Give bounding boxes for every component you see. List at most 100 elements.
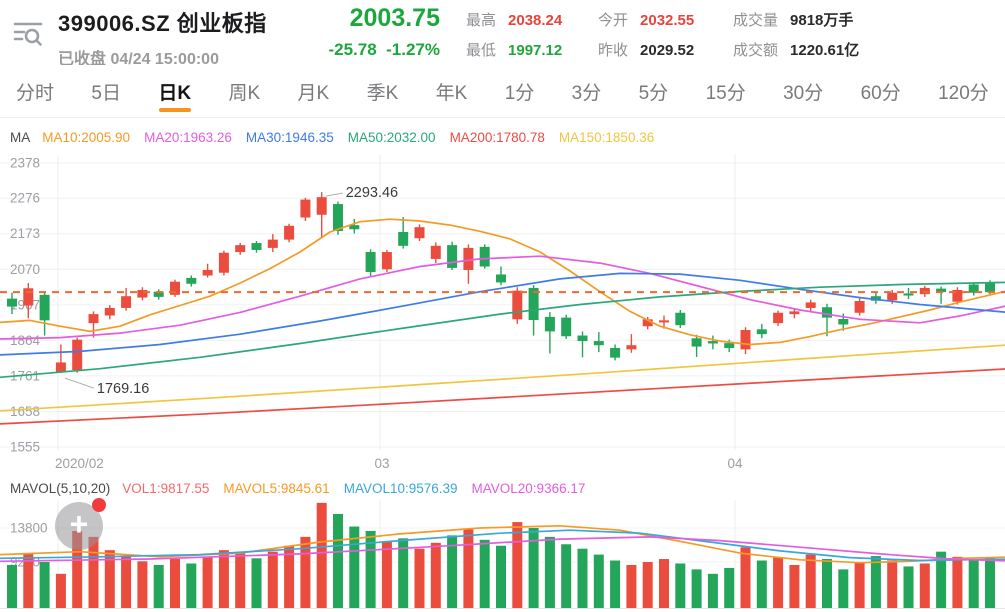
candle-body [903,293,914,296]
volume-bar [284,545,295,608]
volume-bar [642,562,653,608]
volume-bar [414,548,425,608]
stats-grid: 最高 2038.24 今开 2032.55 成交量 9818万手 最低 1997.12 昨收 20… [466,9,859,60]
volume-bar [528,528,539,608]
tab-30分[interactable]: 30分 [783,65,823,117]
legend-item: VOL1:9817.55 [122,481,210,496]
mavol-line-MAVOL10 [0,529,1005,562]
tab-label: 5日 [91,82,121,104]
candle-body [789,311,800,315]
ma-line-MA50 [0,281,1005,379]
candle-body [381,252,392,270]
tab-5分[interactable]: 5分 [639,65,669,117]
tab-5日[interactable]: 5日 [91,65,121,117]
volume-bar [170,559,180,608]
volume-bar [756,560,767,608]
volume-bar [724,567,735,608]
tab-3分[interactable]: 3分 [572,65,602,117]
legend-item: MA200:1780.78 [449,130,545,145]
volume-bar [7,564,17,608]
volume-bar [381,541,392,608]
candle-body [773,312,784,324]
candle-body [659,320,669,323]
tab-label: 分时 [16,82,55,104]
volume-bar [870,556,881,608]
list-search-glyph [13,22,43,46]
volume-bar [398,538,409,608]
candle-body [284,225,295,240]
stat-成交量: 成交量 9818万手 [733,9,859,30]
candle-body [610,347,621,358]
tab-label: 季K [366,82,399,104]
tab-分时[interactable]: 分时 [16,65,54,117]
tab-60分[interactable]: 60分 [861,65,901,117]
candle-body [577,335,588,342]
legend-title: MAVOL(5,10,20) [10,481,111,496]
candle-body [447,245,458,268]
volume-bar [333,513,343,608]
tab-120分[interactable]: 120分 [938,65,989,117]
header: 399006.SZ 创业板指 已收盘 04/24 15:00:00 2003.7… [0,0,1005,68]
watchlist-search-icon[interactable] [10,15,46,51]
volume-axis-label: 13800 [10,521,48,536]
tab-label: 3分 [571,82,602,104]
legend-item: MAVOL10:9576.39 [343,481,458,496]
stat-label: 成交额 [733,42,779,59]
volume-bar [218,550,229,608]
candle-body [333,204,343,231]
volume-bar [186,563,197,608]
tab-周K[interactable]: 周K [228,65,260,117]
volume-bar [561,544,572,608]
x-axis-label: 03 [374,456,389,471]
candle-body [267,239,278,248]
legend-item: MA150:1850.36 [558,130,655,145]
candle-body [104,307,115,316]
tab-日K[interactable]: 日K [158,65,191,117]
active-tab-underline [158,108,191,112]
candle-body [414,227,425,239]
candle-body [7,298,17,307]
volume-bar [121,556,132,608]
volume-bar [235,553,246,608]
volume-bar [202,557,213,608]
low-annotation-label: 1769.16 [97,381,149,397]
ma-line-MA150 [0,344,1005,412]
volume-bar [430,542,441,608]
candle-body [137,289,148,298]
volume-bar [936,551,947,608]
stat-成交额: 成交额 1220.61亿 [733,39,859,60]
volume-bar [968,559,979,608]
volume-bar [691,569,702,608]
tab-月K[interactable]: 月K [298,65,330,117]
candle-body [218,252,229,273]
tab-15分[interactable]: 15分 [706,65,746,117]
candle-body [626,345,637,350]
bottom-divider [0,608,1005,609]
candle-body [675,312,686,326]
candle-body [952,289,963,302]
volume-bar [251,558,262,608]
candle-body [854,301,865,313]
period-tabs: 分时 5日 日K 周K 月K 季K 年K 1分 3分 5分 15分 30分 60分 120分 [0,65,1005,118]
candle-body [887,292,898,301]
candle-body [398,232,409,246]
volume-bar [985,557,995,608]
tab-季K[interactable]: 季K [367,65,399,117]
candle-body [528,287,539,321]
stat-value: 9818万手 [790,12,854,29]
volume-bar [267,551,278,608]
volume-bar [919,563,930,608]
floating-add-button[interactable]: + [55,498,106,550]
candle-body [170,281,180,295]
tab-1分[interactable]: 1分 [505,65,535,117]
stat-label: 最高 [466,12,497,29]
price-block: 2003.75 -25.78 -1.27% [290,4,440,60]
volume-bar [887,560,898,608]
high-annotation-label: 2293.46 [346,185,398,201]
legend-item: MA50:2032.00 [347,130,436,145]
tab-年K[interactable]: 年K [436,65,468,117]
candle-body [968,284,979,293]
volume-bar [903,566,914,608]
volume-bar [659,559,669,608]
